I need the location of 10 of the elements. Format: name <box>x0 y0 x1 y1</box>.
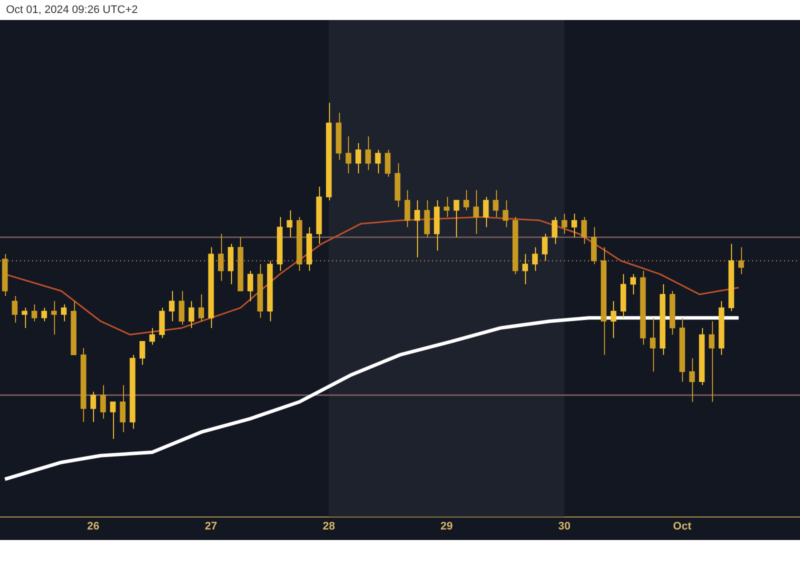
x-tick-label: Oct <box>673 520 692 532</box>
candlestick <box>286 210 292 238</box>
text: Oct 01, 2024 09:26 UTC+2 <box>5 3 139 18</box>
candlestick <box>532 246 538 272</box>
x-tick-label: 28 <box>322 520 335 532</box>
x-tick-label: 29 <box>440 520 453 532</box>
x-tick-label: 27 <box>204 520 218 532</box>
x-tick-label: 30 <box>558 520 571 532</box>
x-tick-label: 26 <box>87 520 100 532</box>
candlestick <box>473 190 479 234</box>
